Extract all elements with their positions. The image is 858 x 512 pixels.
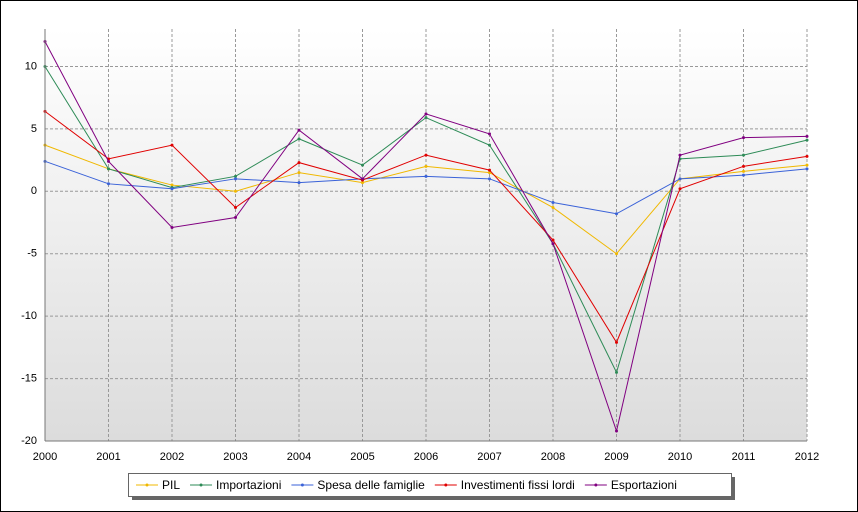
point (297, 128, 301, 132)
point (805, 163, 809, 167)
y-tick-label: 5 (31, 123, 37, 135)
point (297, 171, 301, 175)
point (107, 159, 110, 163)
point (488, 143, 491, 147)
point (488, 168, 491, 172)
point (170, 183, 174, 187)
legend-box (128, 473, 732, 497)
x-tick-label: 2006 (414, 451, 438, 463)
x-tick-label: 2012 (795, 451, 819, 463)
point (742, 164, 745, 168)
point (424, 112, 428, 116)
point (488, 171, 491, 175)
point (297, 137, 301, 141)
point (424, 164, 428, 168)
point (107, 182, 110, 186)
point (488, 177, 491, 181)
point (551, 201, 555, 205)
x-tick-label: 2002 (160, 451, 184, 463)
y-tick-label: 0 (31, 185, 37, 197)
legend-label: Importazioni (216, 478, 281, 492)
point (297, 161, 301, 165)
x-tick-label: 2000 (33, 451, 57, 463)
y-tick-label: 10 (25, 60, 37, 72)
point (551, 206, 555, 210)
point (424, 116, 428, 120)
legend-label: Spesa delle famiglie (317, 478, 425, 492)
point (678, 177, 682, 181)
point (742, 136, 745, 140)
x-tick-label: 2010 (668, 451, 692, 463)
y-tick-label: -15 (21, 372, 37, 384)
legend-marker (594, 483, 598, 487)
point (615, 252, 618, 256)
point (234, 177, 237, 181)
point (107, 167, 110, 171)
y-tick-label: -10 (21, 310, 37, 322)
point (488, 132, 491, 136)
point (615, 370, 618, 374)
legend-marker (199, 483, 203, 487)
legend-marker (444, 483, 448, 487)
legend-label: Esportazioni (611, 478, 677, 492)
point (424, 174, 428, 178)
legend-marker (145, 483, 149, 487)
legend-marker (300, 483, 304, 487)
legend-label: Investimenti fissi lordi (461, 478, 575, 492)
x-tick-label: 2003 (223, 451, 247, 463)
point (361, 177, 364, 181)
x-tick-label: 2007 (477, 451, 501, 463)
point (361, 181, 364, 185)
point (170, 187, 174, 191)
point (615, 212, 618, 216)
point (234, 216, 237, 220)
point (742, 153, 745, 157)
point (742, 169, 745, 173)
x-tick-label: 2001 (96, 451, 120, 463)
point (234, 189, 237, 193)
point (361, 163, 364, 167)
x-tick-label: 2009 (604, 451, 628, 463)
x-tick-label: 2008 (541, 451, 565, 463)
point (805, 167, 809, 171)
point (678, 187, 682, 191)
point (234, 206, 237, 210)
y-tick-label: -5 (27, 248, 37, 260)
point (170, 143, 174, 147)
x-tick-label: 2004 (287, 451, 311, 463)
point (170, 226, 174, 230)
point (805, 138, 809, 142)
point (424, 153, 428, 157)
point (297, 181, 301, 185)
point (678, 153, 682, 157)
point (551, 242, 555, 246)
x-tick-label: 2011 (732, 451, 756, 463)
point (805, 154, 809, 158)
point (551, 238, 555, 242)
point (615, 429, 618, 433)
point (742, 173, 745, 177)
point (234, 174, 237, 178)
x-tick-label: 2005 (350, 451, 374, 463)
y-tick-label: -20 (21, 435, 37, 447)
legend-label: PIL (162, 478, 180, 492)
point (615, 340, 618, 344)
point (805, 134, 809, 138)
